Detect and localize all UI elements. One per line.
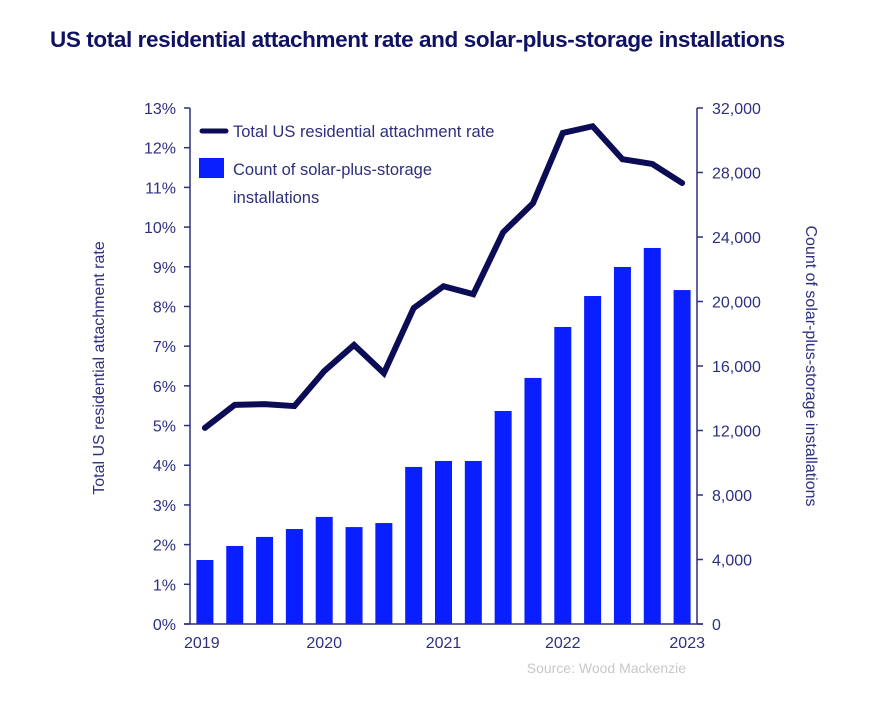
source-note: Source: Wood Mackenzie xyxy=(527,660,686,676)
bar-2021-q2 xyxy=(464,460,482,624)
left-tick-label: 10% xyxy=(144,220,176,237)
chart-title: US total residential attachment rate and… xyxy=(50,27,785,52)
bar-2022-q4 xyxy=(643,247,661,624)
x-tick-label: 2020 xyxy=(306,635,342,652)
right-tick-label: 4,000 xyxy=(712,553,752,570)
left-tick-label: 1% xyxy=(153,577,176,594)
right-tick-label: 16,000 xyxy=(712,359,761,376)
right-tick-label: 24,000 xyxy=(712,230,761,247)
line-series xyxy=(201,122,686,431)
bar-2022-q3 xyxy=(613,266,631,624)
right-tick-label: 8,000 xyxy=(712,488,752,505)
legend-label-rate: Total US residential attachment rate xyxy=(233,123,494,141)
left-tick-label: 0% xyxy=(153,617,176,634)
bar-2021-q4 xyxy=(524,377,542,624)
left-axis-title: Total US residential attachment rate xyxy=(91,241,108,495)
bar-2020-q4 xyxy=(405,466,423,624)
bar-2022-q2 xyxy=(584,296,602,624)
bar-2019-q1 xyxy=(196,559,214,624)
bar-2020-q2 xyxy=(345,527,363,624)
x-tick-label: 2022 xyxy=(545,635,581,652)
right-axis-title: Count of solar-plus-storage installation… xyxy=(802,225,819,506)
bar-2020-q1 xyxy=(315,516,333,624)
bar-2019-q4 xyxy=(285,529,303,624)
right-tick-label: 20,000 xyxy=(712,295,761,312)
axes: 0% 1% 2% 3% 4% 5% 6% 7% 8% 9% 10% 11% 12% 13% 0 4,000 8,… xyxy=(144,101,761,652)
left-tick-label: 7% xyxy=(153,339,176,356)
right-tick-label: 28,000 xyxy=(712,166,761,183)
legend-bar-swatch xyxy=(199,158,224,178)
right-tick-label: 12,000 xyxy=(712,424,761,441)
left-tick-label: 4% xyxy=(153,458,176,475)
x-tick-label: 2023 xyxy=(669,635,705,652)
left-tick-label: 6% xyxy=(153,379,176,396)
left-tick-label: 12% xyxy=(144,141,176,158)
x-tick-label: 2021 xyxy=(426,635,462,652)
right-tick-label: 0 xyxy=(712,617,721,634)
legend: Total US residential attachment rate Cou… xyxy=(199,123,494,207)
bar-2021-q1 xyxy=(435,460,452,624)
bar-2019-q2 xyxy=(226,545,244,624)
left-tick-label: 8% xyxy=(153,299,176,316)
bar-2023-q1 xyxy=(673,290,691,624)
right-tick-label: 32,000 xyxy=(712,101,761,118)
bar-2020-q3 xyxy=(375,523,393,624)
left-tick-label: 9% xyxy=(153,260,176,277)
bar-2022-q1 xyxy=(554,326,572,624)
left-tick-label: 2% xyxy=(153,538,176,555)
left-tick-label: 3% xyxy=(153,498,176,515)
left-tick-label: 11% xyxy=(145,180,176,197)
legend-label-count-line2: installations xyxy=(233,189,319,207)
left-tick-label: 13% xyxy=(144,101,176,118)
bar-2021-q3 xyxy=(494,410,512,624)
legend-label-count: Count of solar-plus-storage xyxy=(233,161,432,179)
left-tick-label: 5% xyxy=(153,419,176,436)
bar-series xyxy=(196,247,691,624)
bar-2019-q3 xyxy=(256,536,274,624)
x-tick-label: 2019 xyxy=(184,635,220,652)
